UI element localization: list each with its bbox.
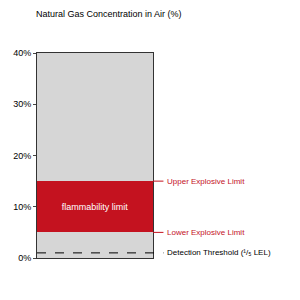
svg-text:20%: 20% xyxy=(13,151,31,161)
svg-text:Upper Explosive Limit: Upper Explosive Limit xyxy=(167,177,245,186)
svg-text:0%: 0% xyxy=(18,253,31,263)
svg-text:10%: 10% xyxy=(13,202,31,212)
svg-text:Lower Explosive Limit: Lower Explosive Limit xyxy=(167,228,245,237)
svg-text:Detection Threshold (¹/₅ LEL): Detection Threshold (¹/₅ LEL) xyxy=(167,248,271,257)
svg-text:flammability limit: flammability limit xyxy=(62,202,129,212)
svg-text:Natural Gas Concentration in A: Natural Gas Concentration in Air (%) xyxy=(36,9,182,19)
svg-text:40%: 40% xyxy=(13,48,31,58)
svg-text:30%: 30% xyxy=(13,99,31,109)
